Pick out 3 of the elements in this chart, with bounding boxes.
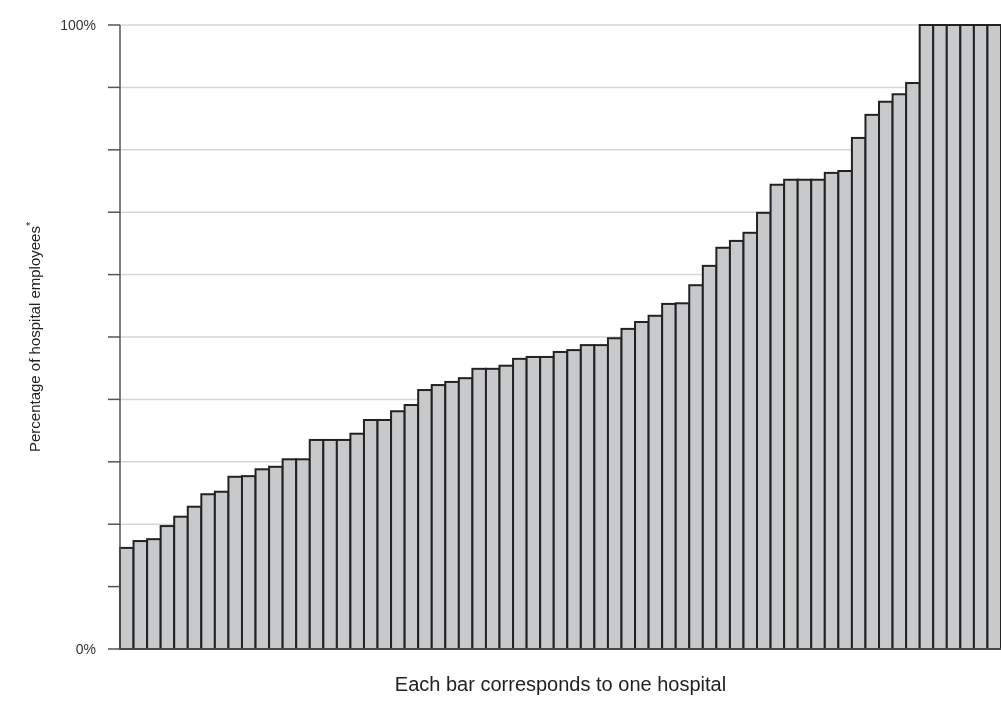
- y-tick-label: 0%: [75, 640, 96, 657]
- y-tick-label: 100%: [60, 16, 96, 33]
- x-axis-title: Each bar corresponds to one hospital: [394, 673, 727, 695]
